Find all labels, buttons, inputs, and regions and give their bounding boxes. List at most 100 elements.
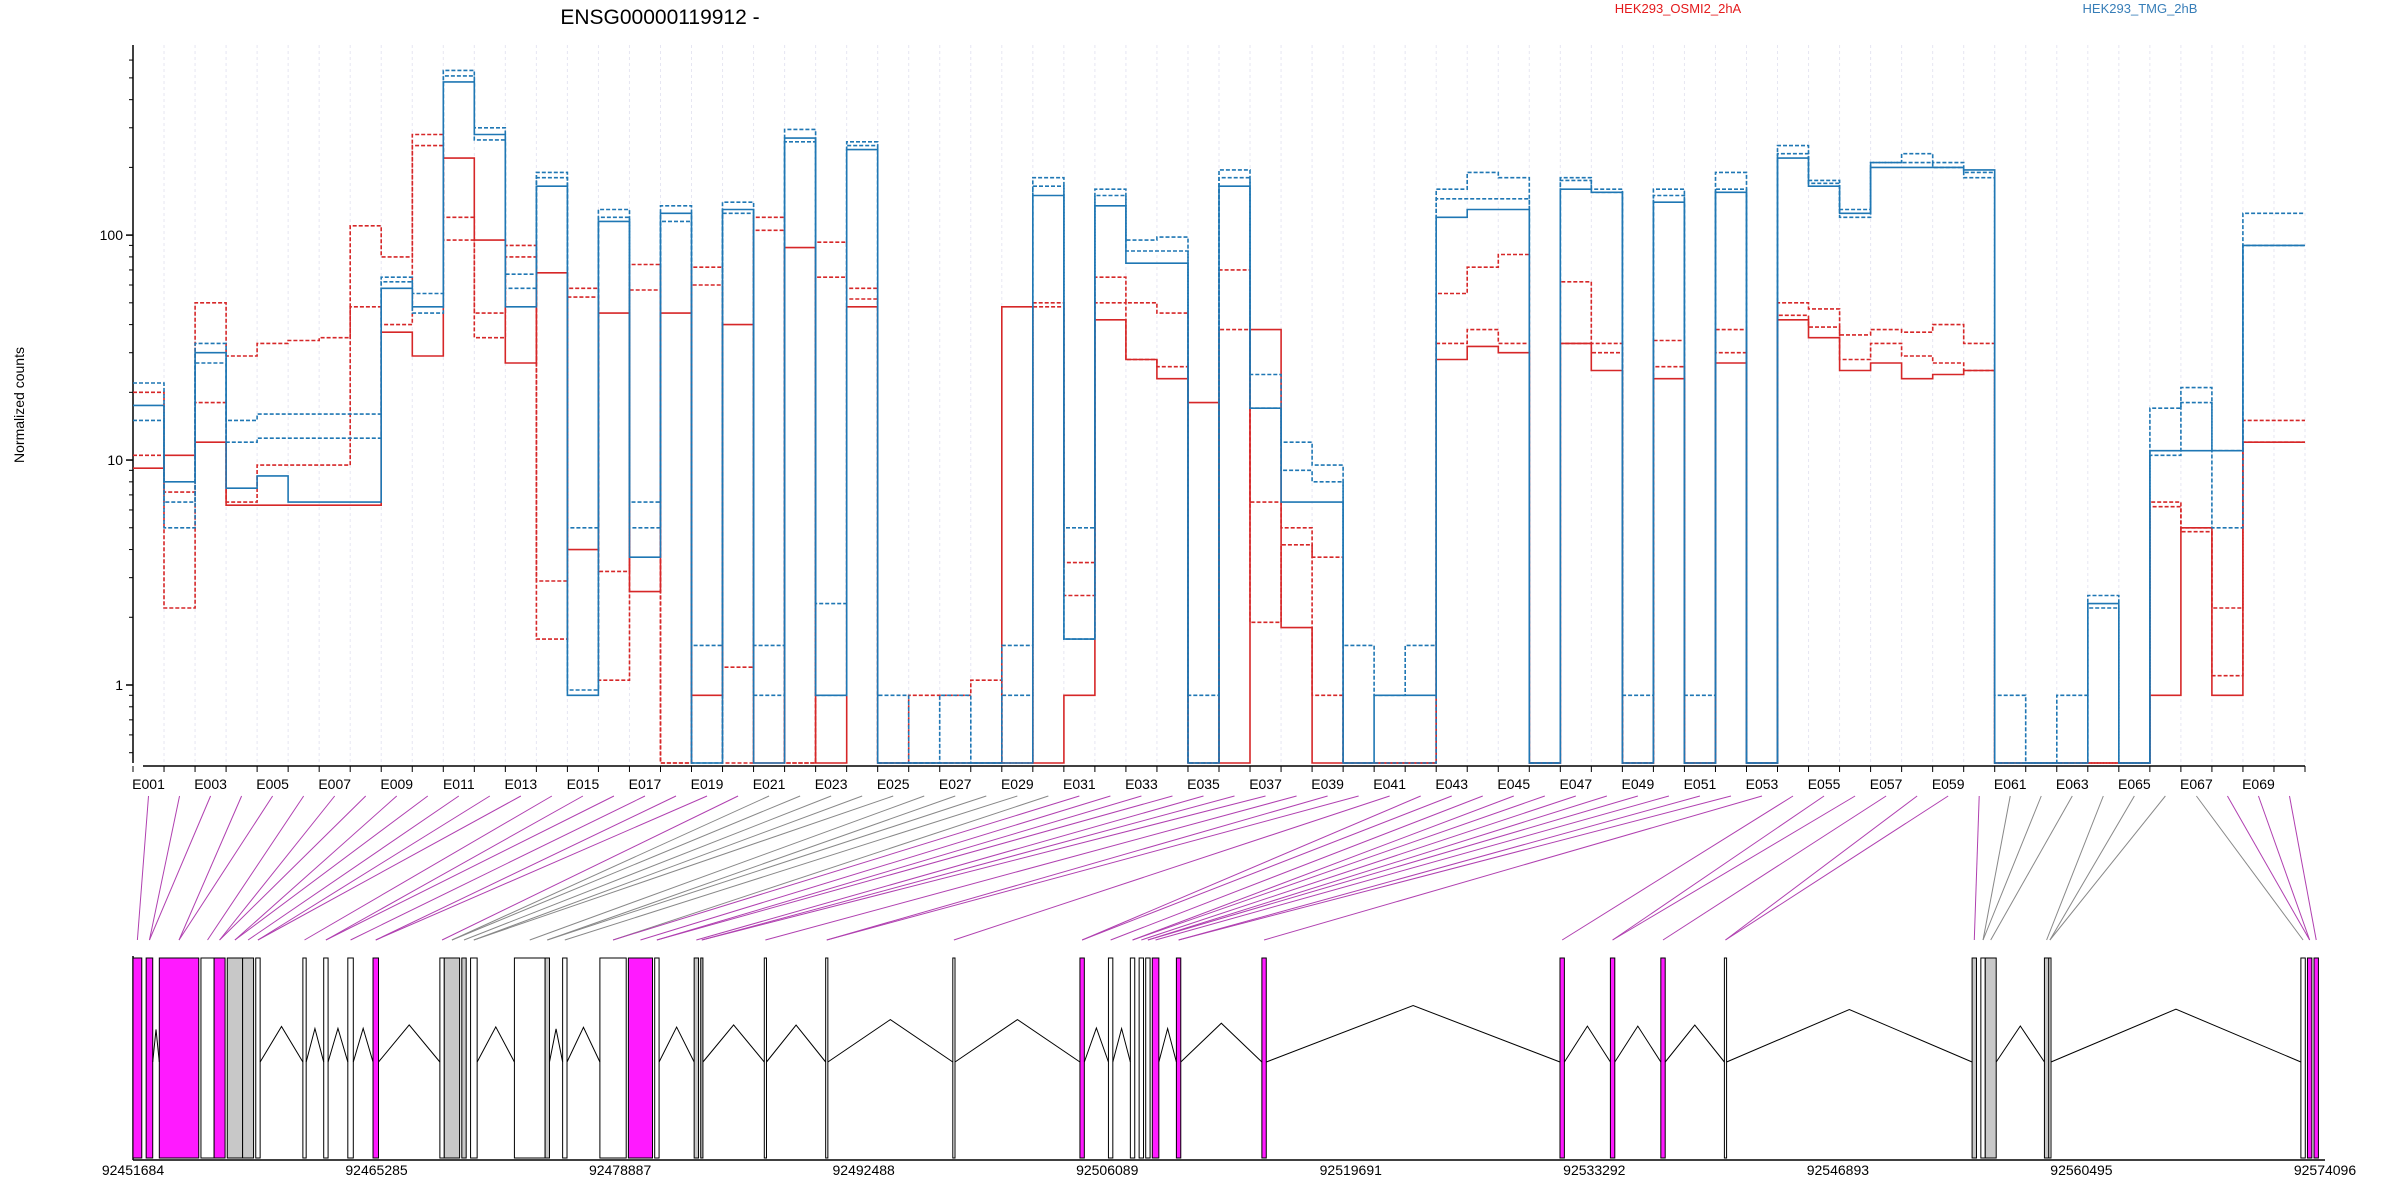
intron-connector [1664,1024,1725,1063]
exon-connector-line [701,795,1235,941]
exon-connector-line [148,795,212,941]
intron-connector [1614,1025,1662,1063]
x-tick-label: E021 [753,776,786,792]
exon-block [158,957,200,1159]
exon-connector-line [234,795,398,941]
exon-block [213,957,226,1159]
series-line [133,133,2305,764]
intron-connector [658,1025,695,1063]
genomic-tick-label: 92465285 [345,1162,408,1178]
exon-block [1980,957,1986,1159]
exon-connector-line [1662,795,1887,941]
exon-block [825,957,829,1159]
exon-block [627,957,654,1159]
exon-block [347,957,354,1159]
exon-connector-line [640,795,1111,941]
x-tick-label: E057 [1870,776,1903,792]
intron-connector [305,1026,325,1063]
x-tick-label: E009 [380,776,413,792]
x-tick-label: E051 [1684,776,1717,792]
exon-block [439,957,445,1159]
legend-entry-tmg: HEK293_TMG_2hB [2083,1,2198,16]
exon-connector-line [1725,795,1949,941]
chart-title: ENSG00000119912 - [560,6,759,29]
x-tick-label: E025 [877,776,910,792]
exon-connector-line [1132,795,1514,941]
intron-connector [1563,1025,1611,1063]
genomic-tick-label: 92451684 [102,1162,165,1178]
exon-connector-line [612,795,1049,941]
exon-connector-line [473,795,863,941]
exon-connector-line [451,795,770,941]
intron-connector [152,1029,160,1063]
exon-block [2300,957,2306,1159]
exon-connector-line [234,795,429,941]
genomic-tick-label: 92478887 [589,1162,652,1178]
exon-block [1175,957,1182,1159]
exon-block [242,957,255,1159]
x-tick-label: E013 [505,776,538,792]
exon-block [1129,957,1136,1159]
exon-block [1107,957,1114,1159]
x-tick-label: E041 [1373,776,1406,792]
exon-connector-line [1561,795,1794,941]
exon-block [2313,957,2319,1159]
exon-connector-line [463,795,832,941]
exon-connector-line [325,795,615,941]
exon-block [952,957,956,1159]
exon-connector-line [1612,795,1856,941]
exon-connector-line [953,795,1390,941]
intron-connector [702,1024,765,1063]
x-tick-label: E035 [1187,776,1220,792]
intron-connector [766,1024,827,1063]
series-lines [133,69,2305,764]
intron-connector [327,1026,349,1063]
exon-connector-line [656,795,1173,941]
exon-connector-line [325,795,584,941]
exon-connector-line [696,795,1204,941]
exon-connector-line [1990,795,2073,941]
exon-block [1660,957,1666,1159]
x-tick-label: E065 [2118,776,2151,792]
x-tick-label: E023 [815,776,848,792]
x-tick-label: E001 [132,776,165,792]
x-tick-label: E067 [2180,776,2213,792]
intron-connector [548,1028,564,1063]
intron-connector [378,1024,441,1063]
x-tick-label: E005 [256,776,289,792]
x-tick-label: E047 [1559,776,1592,792]
x-tick-label: E019 [691,776,724,792]
exon-connector-line [701,795,1266,941]
exon-block [1723,957,1728,1159]
exon-block [200,957,215,1159]
x-tick-label: E063 [2056,776,2089,792]
exon-connector-line [1973,795,1980,941]
exon-connector-line [612,795,1080,941]
exon-block [226,957,244,1159]
intron-connector [827,1018,954,1063]
y-tick-label: 10 [107,452,123,468]
exon-block [599,957,627,1159]
exon-connector-line [765,795,1297,941]
exon-connectors [136,795,2317,941]
x-tick-label: E007 [318,776,351,792]
exon-connector-line [136,795,150,941]
exon-block [654,957,660,1159]
x-tick-label: E017 [629,776,662,792]
exon-connector-line [473,795,894,941]
x-tick-label: E015 [567,776,600,792]
genomic-tick-label: 92506089 [1076,1162,1139,1178]
intron-connector [352,1026,374,1063]
intron-connector [1112,1026,1131,1063]
intron-connector [566,1026,601,1063]
intron-connector [1726,1008,1973,1063]
exon-connector-line [304,795,553,941]
exon-connector-line [257,795,522,941]
x-tick-label: E059 [1932,776,1965,792]
exon-connector-line [656,795,1142,941]
x-tick-label: E003 [194,776,227,792]
y-tick-label: 1 [115,677,123,693]
x-tick-label: E061 [1994,776,2027,792]
exon-connector-line [1081,795,1452,941]
